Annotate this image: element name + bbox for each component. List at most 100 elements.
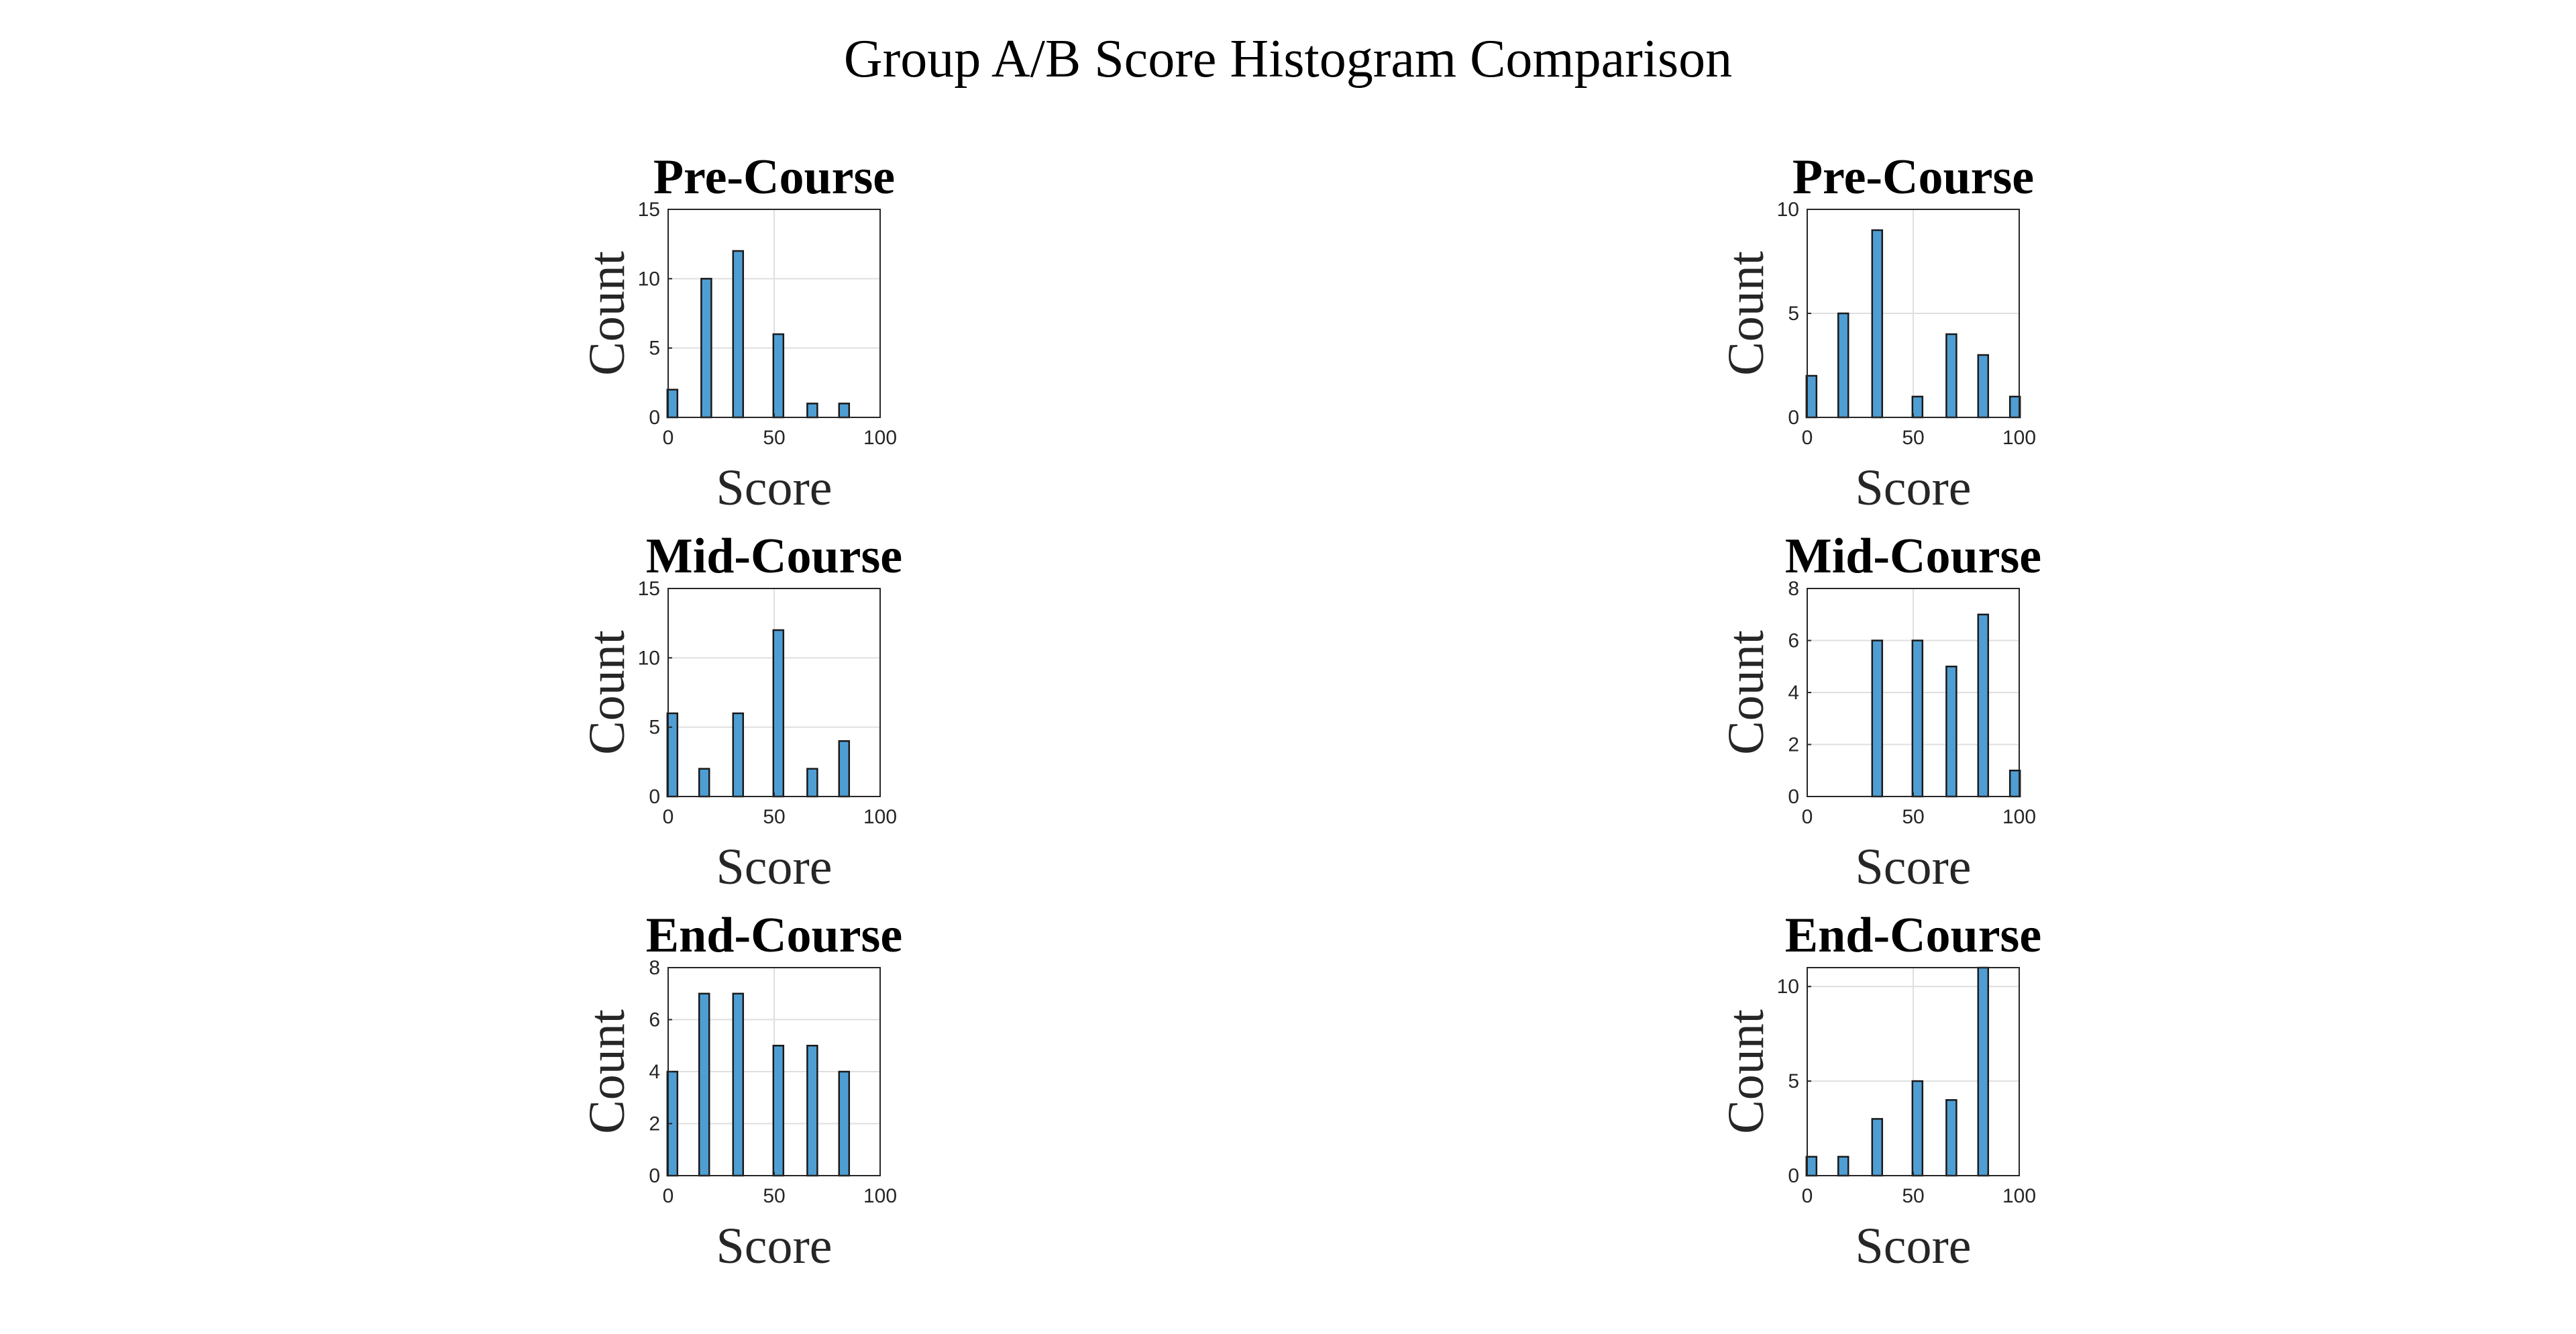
panel-title: Mid-Course	[646, 529, 902, 584]
y-axis-label: Count	[579, 251, 635, 376]
histogram-bar	[1945, 333, 1957, 419]
y-tick-label: 10	[1777, 976, 1799, 998]
x-tick-label: 100	[2002, 1185, 2036, 1207]
y-tick-label: 15	[638, 578, 660, 600]
histogram-bar	[1871, 229, 1884, 419]
x-tick-label: 50	[763, 1185, 785, 1207]
x-tick-label: 0	[663, 1185, 674, 1207]
y-tick-label: 0	[1788, 786, 1799, 808]
x-axis-label: Score	[716, 460, 832, 516]
x-axis-label: Score	[1855, 460, 1971, 516]
histogram-bar	[772, 333, 785, 419]
histogram-bar	[1977, 354, 1990, 419]
x-tick-label: 0	[1802, 427, 1813, 449]
x-tick-label: 100	[863, 1185, 897, 1207]
y-tick-label: 0	[649, 1165, 660, 1187]
x-axis-label: Score	[716, 839, 832, 895]
histogram-bar	[1977, 613, 1990, 798]
histogram-bar	[1837, 312, 1849, 419]
y-tick-label: 8	[649, 957, 660, 979]
histogram-bar	[700, 278, 712, 419]
histogram-bar	[838, 740, 851, 798]
histogram-bar	[1805, 1156, 1818, 1177]
y-tick-label: 15	[638, 199, 660, 221]
y-tick-label: 2	[1788, 734, 1799, 756]
panel-title: End-Course	[646, 908, 902, 963]
histogram-bar	[1871, 639, 1884, 798]
histogram-bar	[838, 403, 851, 419]
histogram-bar	[666, 389, 679, 419]
histogram-bar	[1911, 1080, 1924, 1177]
x-tick-label: 0	[663, 427, 674, 449]
histogram-bar	[732, 992, 745, 1177]
y-tick-label: 5	[649, 338, 660, 360]
x-axis-label: Score	[716, 1218, 832, 1274]
x-tick-label: 50	[763, 427, 785, 449]
figure-title: Group A/B Score Histogram Comparison	[844, 30, 1732, 89]
panel-title: Mid-Course	[1785, 529, 2041, 584]
histogram-bar	[806, 768, 818, 798]
histogram-bar	[698, 992, 710, 1177]
histogram-bar	[806, 403, 818, 419]
histogram-bar	[1945, 1099, 1957, 1177]
x-axis-label: Score	[1855, 1218, 1971, 1274]
y-tick-label: 4	[1788, 682, 1799, 704]
y-tick-label: 8	[1788, 578, 1799, 600]
histogram-bar	[1911, 639, 1924, 798]
y-tick-label: 5	[649, 717, 660, 739]
x-tick-label: 100	[2002, 806, 2036, 828]
histogram-bar	[772, 1045, 785, 1177]
panel-title: Pre-Course	[1792, 150, 2034, 205]
histogram-bar	[2008, 770, 2021, 798]
x-tick-label: 0	[663, 806, 674, 828]
panel-title: Pre-Course	[653, 150, 895, 205]
x-tick-label: 50	[1902, 1185, 1924, 1207]
y-axis-label: Count	[1718, 630, 1774, 755]
y-tick-label: 0	[649, 407, 660, 429]
x-tick-label: 50	[1902, 806, 1924, 828]
y-tick-label: 5	[1788, 1070, 1799, 1092]
histogram-bar	[806, 1045, 818, 1177]
y-axis-label: Count	[1718, 251, 1774, 376]
x-tick-label: 0	[1802, 806, 1813, 828]
histogram-bar	[1837, 1156, 1849, 1177]
x-tick-label: 50	[1902, 427, 1924, 449]
y-axis-label: Count	[1718, 1009, 1774, 1134]
panel-title: End-Course	[1785, 908, 2041, 963]
histogram-bar	[732, 712, 745, 798]
x-axis-label: Score	[1855, 839, 1971, 895]
y-tick-label: 6	[1788, 630, 1799, 652]
y-tick-label: 10	[1777, 199, 1799, 221]
y-tick-label: 0	[1788, 407, 1799, 429]
histogram-bar	[1871, 1118, 1884, 1177]
y-tick-label: 10	[638, 647, 660, 669]
histogram-bar	[1805, 374, 1818, 419]
y-axis-label: Count	[579, 1009, 635, 1134]
y-tick-label: 0	[1788, 1165, 1799, 1187]
y-tick-label: 0	[649, 786, 660, 808]
x-tick-label: 100	[863, 427, 897, 449]
x-tick-label: 100	[863, 806, 897, 828]
histogram-bar	[698, 768, 710, 798]
y-tick-label: 4	[649, 1061, 660, 1083]
y-tick-label: 2	[649, 1113, 660, 1135]
y-axis-label: Count	[579, 630, 635, 755]
histogram-bar	[838, 1070, 851, 1177]
x-tick-label: 100	[2002, 427, 2036, 449]
x-tick-label: 0	[1802, 1185, 1813, 1207]
histogram-bar	[1945, 666, 1957, 798]
histogram-bar	[1911, 395, 1924, 419]
histogram-bar	[732, 250, 745, 419]
histogram-bar	[666, 712, 679, 798]
y-tick-label: 5	[1788, 303, 1799, 325]
histogram-bar	[2008, 395, 2021, 419]
histogram-panel: 0 50 100 0 5 10 End-Course Score Count	[1718, 908, 2041, 1274]
y-tick-label: 10	[638, 268, 660, 290]
x-tick-label: 50	[763, 806, 785, 828]
